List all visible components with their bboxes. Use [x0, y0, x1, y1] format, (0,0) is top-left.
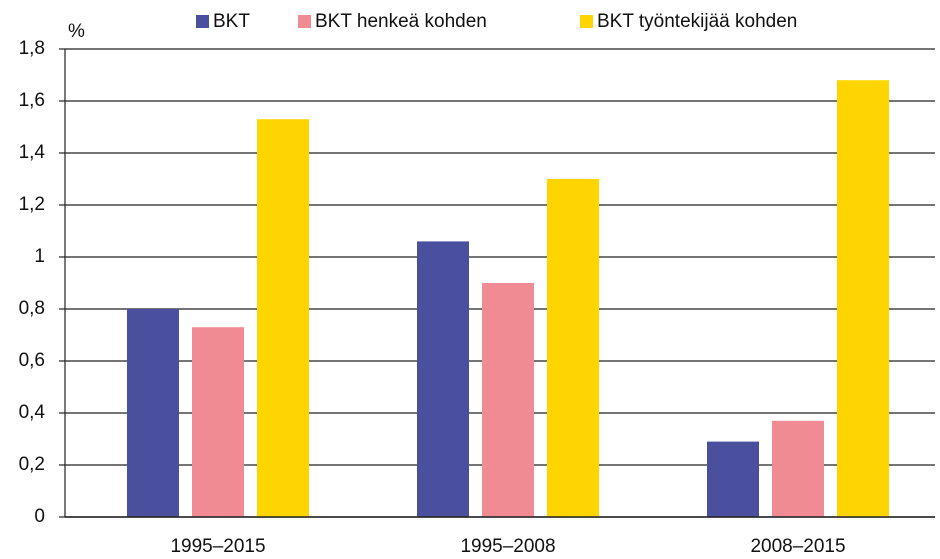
y-tick-label: 0 — [34, 506, 45, 527]
y-tick-label: 1,4 — [19, 142, 46, 163]
x-tick-label: 1995–2015 — [170, 536, 265, 557]
y-axis-label: % — [68, 21, 85, 42]
bar — [772, 420, 824, 517]
y-tick-label: 0,4 — [19, 402, 46, 423]
legend-label: BKT henkeä kohden — [315, 11, 487, 32]
bar — [257, 119, 309, 517]
bar — [837, 80, 889, 517]
y-tick-label: 1,8 — [19, 38, 45, 59]
legend-label: BKT työntekijää kohden — [597, 11, 797, 32]
bar — [547, 179, 599, 517]
bar — [707, 441, 759, 517]
bar — [192, 327, 244, 517]
x-tick-label: 1995–2008 — [460, 536, 555, 557]
y-tick-label: 1,2 — [19, 194, 45, 215]
bar — [127, 309, 179, 517]
y-tick-label: 0,6 — [19, 350, 45, 371]
bar — [417, 241, 469, 517]
y-tick-label: 0,8 — [19, 298, 45, 319]
y-tick-label: 1 — [34, 246, 45, 267]
legend-swatch — [580, 15, 593, 28]
bar — [482, 283, 534, 517]
y-tick-label: 0,2 — [19, 454, 45, 475]
legend-swatch — [196, 15, 209, 28]
legend-label: BKT — [213, 11, 250, 32]
y-tick-label: 1,6 — [19, 90, 45, 111]
legend-swatch — [298, 15, 311, 28]
x-tick-label: 2008–2015 — [750, 536, 845, 557]
